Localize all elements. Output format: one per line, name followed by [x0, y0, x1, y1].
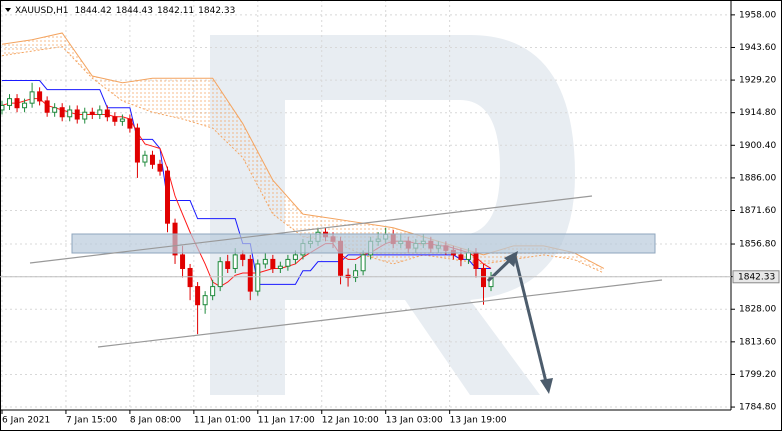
header-value: 1842.33 [198, 6, 235, 16]
candle-body [142, 154, 148, 163]
candle-body [74, 109, 80, 120]
candle-body [82, 111, 88, 120]
candle-body [7, 98, 13, 106]
y-tick-label: 1900.40 [739, 141, 776, 151]
y-tick-label: 1886.00 [739, 173, 776, 183]
candle-body [232, 254, 238, 269]
candle-body [262, 258, 268, 265]
y-tick-label: 1958.00 [739, 10, 776, 20]
zone [71, 233, 656, 254]
candle-body [44, 100, 50, 113]
candle-body [22, 102, 28, 109]
x-tick-label: 13 Jan 19:00 [450, 416, 507, 426]
candle-body [149, 154, 155, 165]
candle-body [112, 116, 118, 122]
candle-body [89, 111, 95, 116]
menu-icon [5, 8, 11, 12]
candle-body [195, 286, 201, 306]
chart-header: XAUUSD,H1 1844.42 1844.43 1842.11 1842.33 [15, 6, 235, 16]
candle-body [217, 261, 223, 288]
candle-body [210, 286, 216, 297]
candle-body [240, 254, 246, 260]
candle-body [255, 263, 261, 292]
candle-body [59, 107, 65, 118]
candle-body [134, 127, 140, 163]
candle-body [202, 295, 208, 306]
channel-upper [29, 195, 593, 264]
axes: 1958.00 1943.60 1929.20 1914.80 1900.40 1886.… [0, 10, 780, 426]
candle-body [285, 258, 291, 267]
candle-body [277, 265, 283, 269]
candle-body [165, 170, 171, 224]
x-tick-label: 7 Jan 15:00 [66, 416, 118, 426]
candle-body [29, 91, 35, 104]
candle-body [67, 109, 73, 118]
candle-body [104, 109, 110, 118]
candle-body [458, 254, 464, 260]
y-tick-label: 1813.60 [739, 337, 776, 347]
candle-body [119, 118, 125, 122]
candle-body [14, 98, 20, 109]
candle-body [37, 91, 43, 102]
candle-body [292, 254, 298, 260]
price-label-box [732, 270, 780, 284]
y-tick-label: 1784.80 [739, 403, 776, 413]
header-value: 1844.42 [75, 6, 112, 16]
x-tick-label: 13 Jan 03:00 [386, 416, 443, 426]
candle-body [180, 254, 186, 269]
y-tick-label: 1914.80 [739, 108, 776, 118]
candle-body [97, 109, 103, 116]
candle-body [270, 258, 276, 269]
cloud-area [2, 32, 604, 274]
x-tick-label: 6 Jan 2021 [2, 416, 50, 426]
x-tick-label: 8 Jan 08:00 [130, 416, 182, 426]
symbol: XAUUSD,H1 [15, 6, 69, 16]
candle-body [157, 163, 163, 172]
candle-body [187, 267, 193, 288]
y-tick-label: 1799.20 [739, 370, 776, 380]
candle-body [0, 104, 5, 111]
candle-body [127, 118, 133, 129]
y-tick-label: 1856.80 [739, 240, 776, 250]
candle-body [480, 267, 486, 288]
candle-body [247, 258, 253, 292]
x-tick-label: 11 Jan 17:00 [258, 416, 315, 426]
candle-body [353, 270, 359, 279]
price-label: 1842.33 [738, 272, 775, 282]
candle-body [473, 252, 479, 269]
candle-body [52, 107, 58, 113]
y-tick-label: 1943.60 [739, 43, 776, 53]
header-value: 1842.11 [157, 6, 194, 16]
candle-body [360, 254, 366, 272]
candle-body [225, 261, 231, 269]
arrow-up-head [504, 251, 518, 267]
y-tick-label: 1828.00 [739, 305, 776, 315]
header-value: 1844.43 [116, 6, 153, 16]
x-tick-label: 12 Jan 10:00 [322, 416, 379, 426]
x-tick-label: 11 Jan 01:00 [194, 416, 251, 426]
y-tick-label: 1871.60 [739, 206, 776, 216]
candle-body [465, 252, 471, 260]
arrow-down-head [540, 378, 553, 394]
y-tick-label: 1929.20 [739, 76, 776, 86]
channel-lower [97, 279, 663, 348]
